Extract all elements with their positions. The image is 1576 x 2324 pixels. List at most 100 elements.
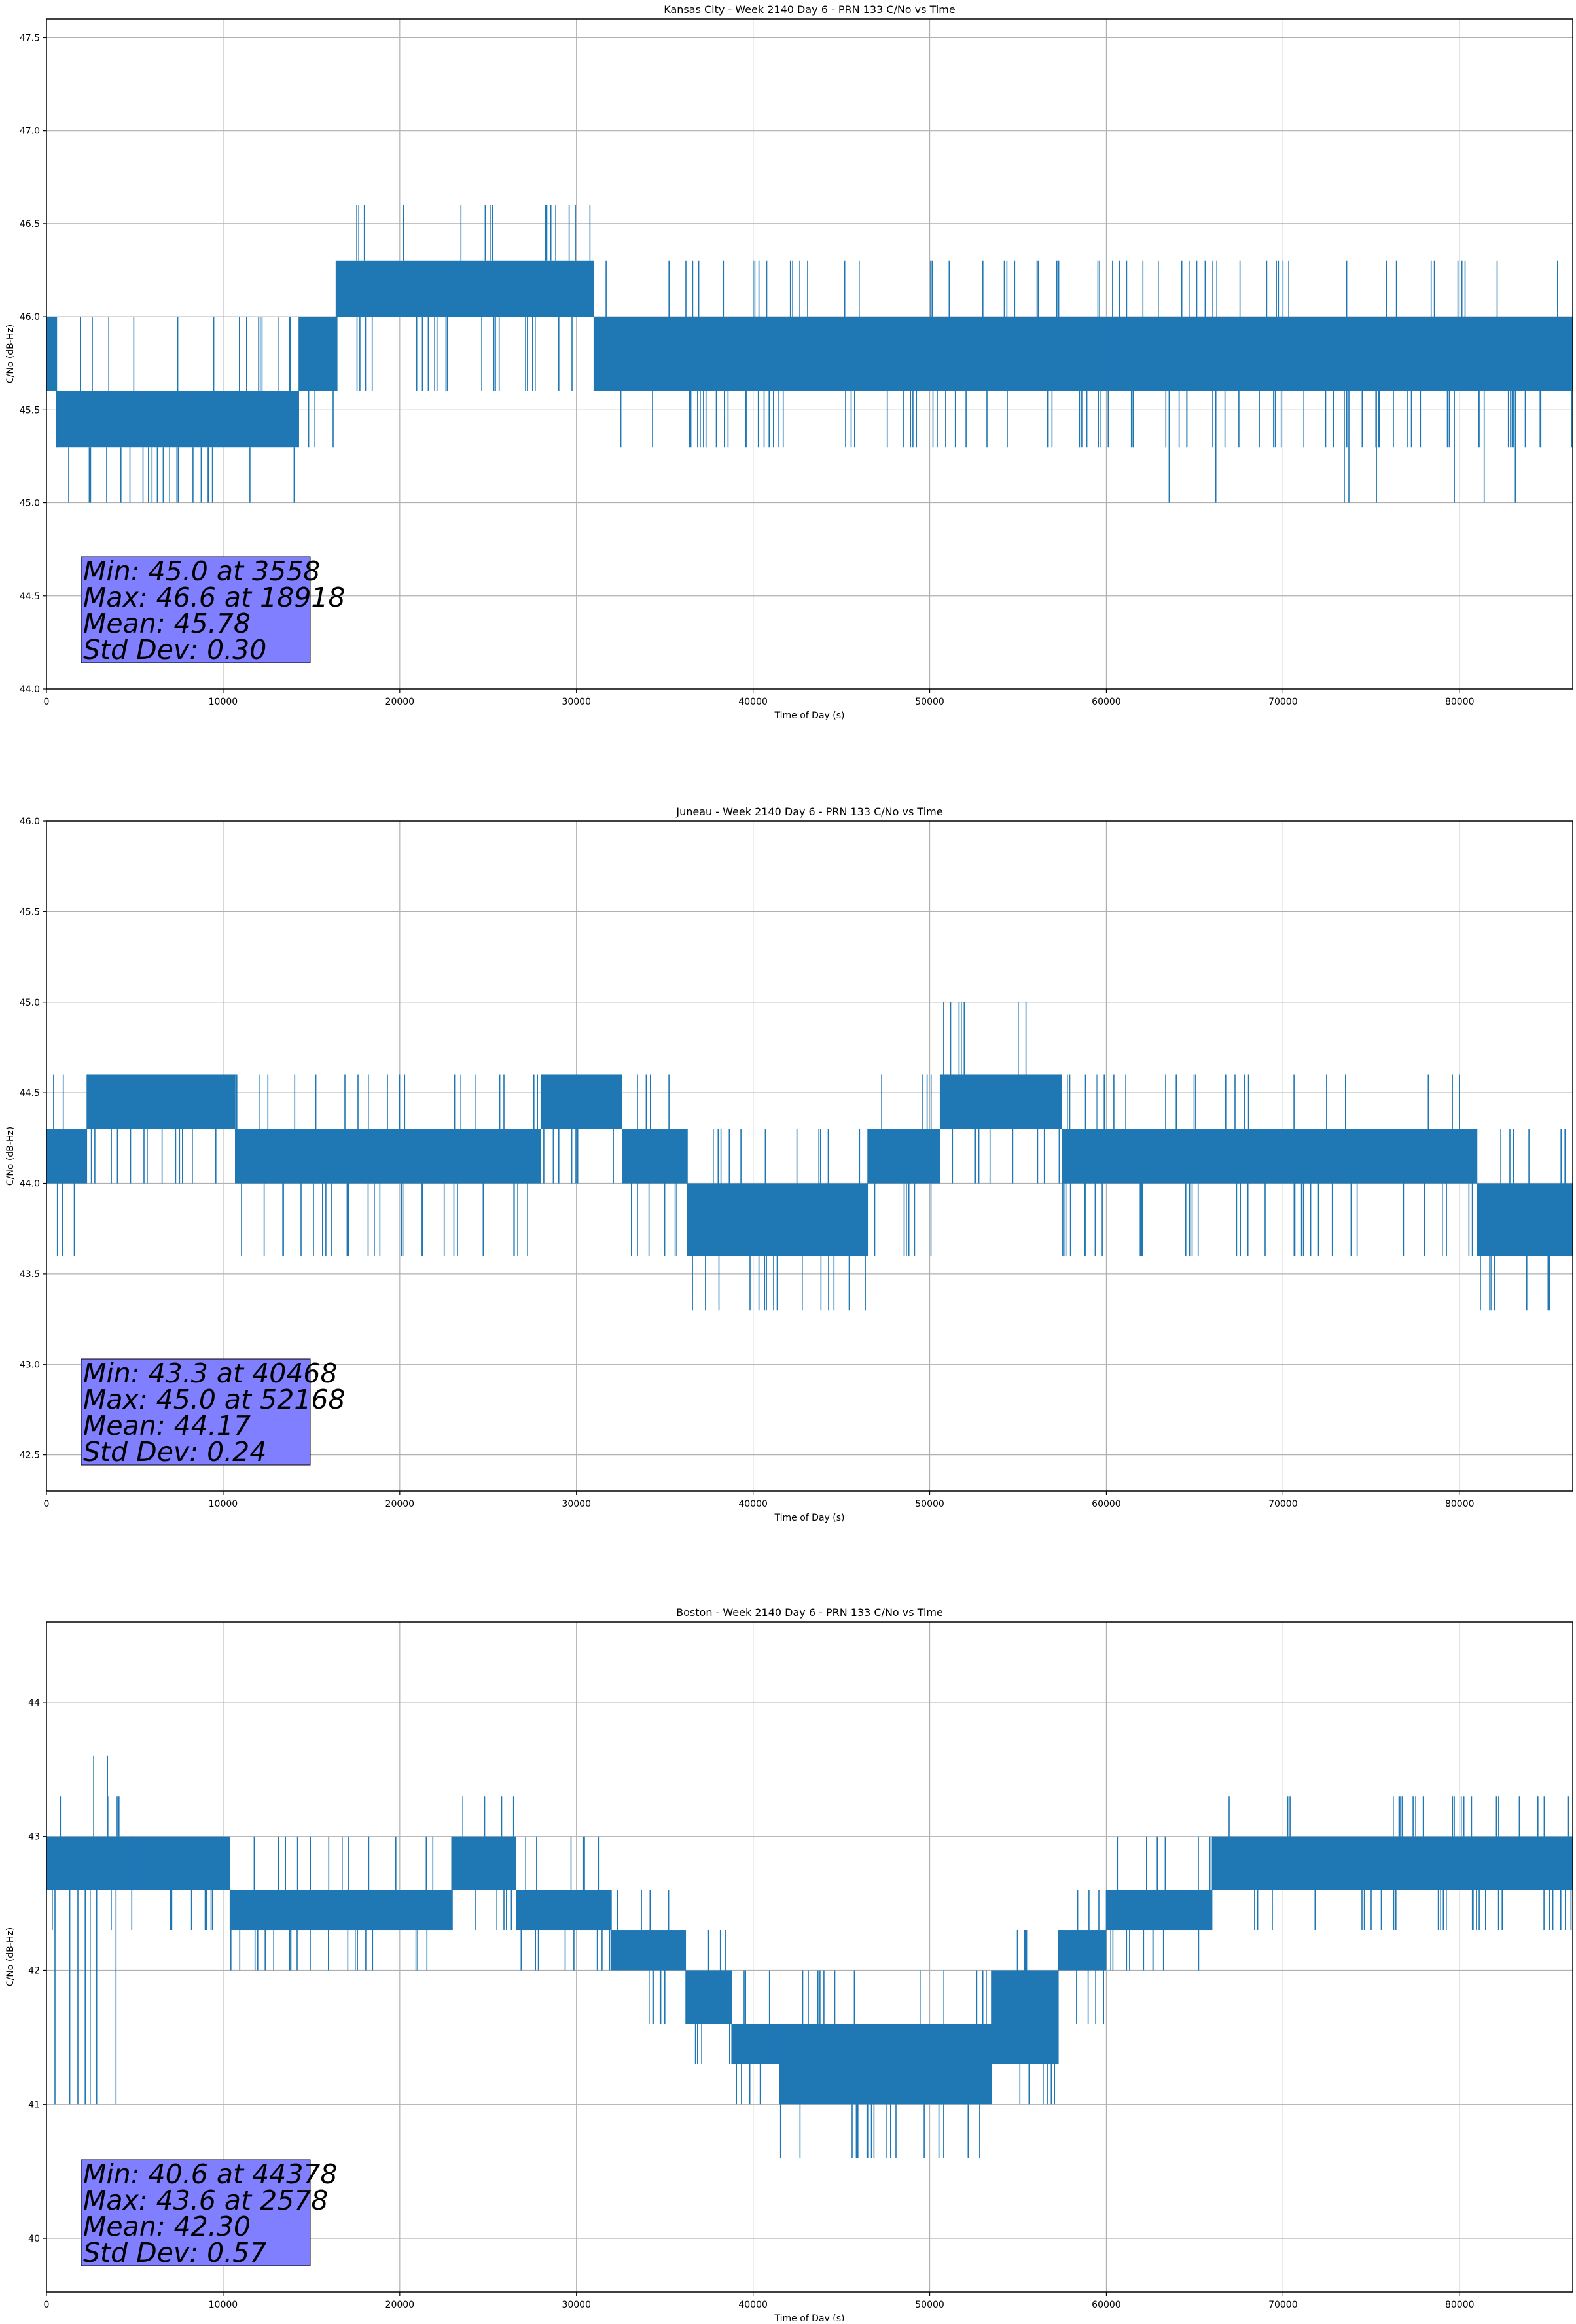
- series-spikes: [694, 1930, 730, 2064]
- x-axis-label: Time of Day (s): [774, 2314, 845, 2321]
- series-line: [46, 1002, 1566, 1311]
- stats-max-label: Max: 46.6 at 18918: [83, 582, 346, 613]
- stats-mean-label: Mean: 42.30: [83, 2211, 251, 2242]
- x-tick-label: 20000: [385, 1499, 415, 1509]
- x-tick-label: 80000: [1445, 2300, 1475, 2310]
- plot-frame: [46, 820, 1573, 1492]
- series-spikes: [1016, 1930, 1055, 2105]
- x-tick-label: 0: [44, 1499, 50, 1509]
- series-spikes: [53, 1074, 75, 1256]
- x-tick-label: 70000: [1268, 697, 1298, 707]
- series-spikes: [1107, 260, 1573, 503]
- series-spikes: [631, 1074, 677, 1256]
- x-tick-label: 10000: [209, 1499, 238, 1509]
- series-spikes: [1062, 1074, 1473, 1256]
- y-tick-label: 47.5: [20, 33, 40, 43]
- plot-frame: [46, 18, 1573, 690]
- y-tick-label: 45.5: [20, 405, 40, 415]
- x-tick-label: 60000: [1092, 697, 1121, 707]
- stats-min-label: Min: 40.6 at 44378: [83, 2158, 338, 2190]
- chart-title: Boston - Week 2140 Day 6 - PRN 133 C/No …: [676, 1606, 943, 1619]
- x-tick-label: 0: [44, 2300, 50, 2310]
- x-tick-label: 40000: [738, 1499, 768, 1509]
- x-tick-label: 30000: [562, 697, 591, 707]
- series-band: [779, 2024, 992, 2105]
- x-tick-label: 40000: [738, 697, 768, 707]
- chart-panel: 0 10000 20000 30000 40000 50000 60000 70000 8000…: [5, 1606, 1573, 2324]
- y-axis-label: C/No (dB-Hz): [5, 1928, 16, 1986]
- series-band: [1062, 1129, 1478, 1184]
- series-band: [1212, 1836, 1573, 1890]
- plot-frame: [46, 1621, 1573, 2293]
- stats-max-label: Max: 45.0 at 52168: [83, 1384, 346, 1415]
- series-spikes: [131, 1890, 213, 1930]
- series-band: [622, 1129, 688, 1184]
- series-spikes: [692, 1129, 866, 1311]
- series-spikes: [308, 391, 334, 448]
- x-tick-label: 30000: [562, 1499, 591, 1509]
- stats-mean-label: Mean: 45.78: [83, 608, 251, 639]
- x-axis-label: Time of Day (s): [774, 1513, 845, 1523]
- stats-std-label: Std Dev: 0.24: [83, 1436, 266, 1468]
- series-band: [541, 1074, 622, 1129]
- series-band: [1477, 1183, 1573, 1256]
- stats-min-label: Min: 45.0 at 3558: [83, 555, 321, 587]
- series-band: [1058, 1930, 1107, 1971]
- series-band: [336, 260, 594, 317]
- x-tick-label: 60000: [1092, 1499, 1121, 1509]
- series-band: [687, 1183, 869, 1256]
- series-band: [87, 1074, 236, 1129]
- series-spikes: [90, 1129, 217, 1184]
- series-band: [940, 1074, 1062, 1129]
- series-band: [732, 2024, 780, 2064]
- series-band: [1106, 1890, 1213, 1931]
- series-band: [46, 317, 58, 391]
- series-spikes: [230, 1836, 453, 1971]
- series-spikes: [68, 317, 295, 503]
- series-spikes: [543, 1129, 614, 1184]
- stats-box: [81, 2159, 311, 2266]
- series-spikes: [605, 260, 1101, 448]
- series-spikes: [617, 1890, 670, 2024]
- series-spikes: [236, 1074, 538, 1256]
- y-axis-label: C/No (dB-Hz): [5, 1127, 16, 1186]
- series-spikes: [520, 1836, 611, 1971]
- y-tick-label: 44: [28, 1698, 40, 1708]
- x-tick-label: 10000: [209, 2300, 238, 2310]
- series-band: [868, 1129, 940, 1184]
- y-tick-label: 44.0: [20, 684, 40, 695]
- x-tick-label: 60000: [1092, 2300, 1121, 2310]
- x-tick-label: 80000: [1445, 697, 1475, 707]
- chart-panel: 0 10000 20000 30000 40000 50000 60000 70000 8000…: [5, 805, 1573, 1523]
- x-axis-label: Time of Day (s): [774, 711, 845, 721]
- y-tick-label: 46.5: [20, 219, 40, 230]
- series-band: [46, 1836, 132, 1890]
- x-tick-label: 10000: [209, 697, 238, 707]
- x-tick-label: 40000: [738, 2300, 768, 2310]
- y-tick-label: 44.0: [20, 1179, 40, 1189]
- series-band: [1106, 317, 1573, 391]
- y-tick-label: 43: [28, 1832, 40, 1842]
- y-tick-label: 41: [28, 2100, 40, 2110]
- series-spikes: [1110, 1836, 1211, 1971]
- x-tick-label: 70000: [1268, 1499, 1298, 1509]
- x-tick-label: 70000: [1268, 2300, 1298, 2310]
- series-band: [992, 1970, 1059, 2064]
- series-band: [516, 1890, 612, 1931]
- y-tick-label: 44.5: [20, 1088, 40, 1099]
- series-band: [235, 1129, 541, 1184]
- x-tick-label: 50000: [915, 697, 944, 707]
- y-tick-label: 42.5: [20, 1451, 40, 1461]
- stats-std-label: Std Dev: 0.30: [83, 634, 266, 665]
- chart-title: Kansas City - Week 2140 Day 6 - PRN 133 …: [664, 3, 955, 16]
- y-tick-label: 46.0: [20, 817, 40, 827]
- series-spikes: [52, 1755, 120, 2105]
- y-tick-label: 45.0: [20, 998, 40, 1008]
- x-tick-label: 50000: [915, 1499, 944, 1509]
- y-tick-label: 40: [28, 2234, 40, 2244]
- y-tick-label: 45.0: [20, 499, 40, 509]
- x-tick-label: 50000: [915, 2300, 944, 2310]
- series-band: [686, 1970, 732, 2024]
- stats-box: [81, 1358, 311, 1466]
